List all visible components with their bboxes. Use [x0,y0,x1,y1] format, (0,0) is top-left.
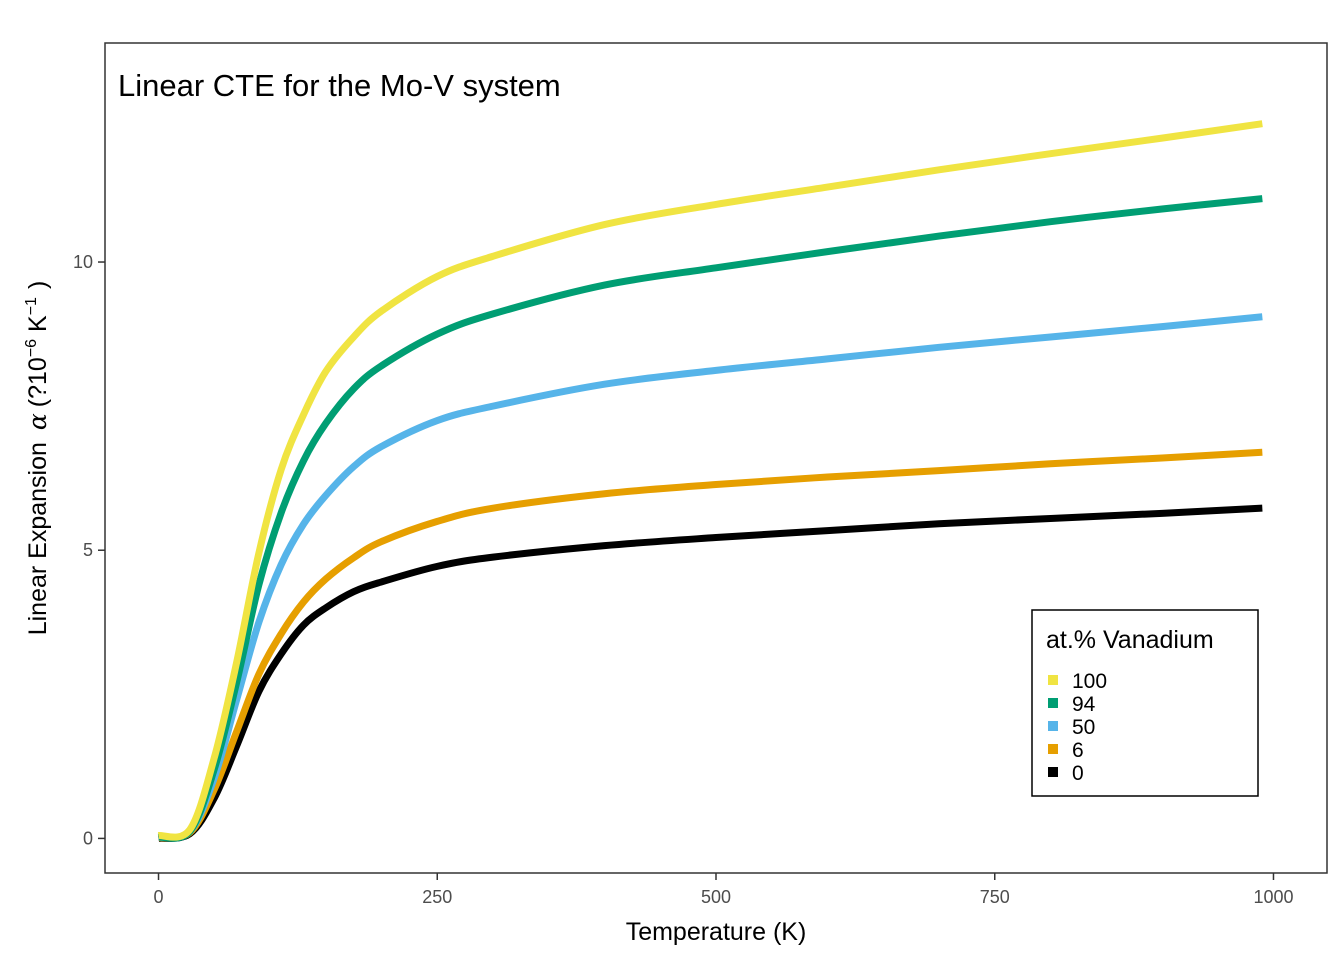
legend-title: at.% Vanadium [1046,626,1214,654]
y-tick-label: 0 [83,828,93,848]
legend-swatch [1048,744,1058,754]
legend-label: 6 [1072,739,1084,762]
x-tick-label: 250 [422,887,452,907]
series-line-50 [157,313,1263,842]
chart-title: Linear CTE for the Mo-V system [118,68,561,103]
y-tick-label: 5 [83,540,93,560]
y-axis-title-unit-exp1: −6 [23,339,40,357]
x-tick-label: 500 [701,887,731,907]
y-axis-title-symbol: α [23,413,52,430]
series-line-6 [157,448,1263,842]
y-axis-title-text: Linear Expansion [24,442,52,635]
y-axis: 0 5 10 [73,252,105,848]
y-tick-label: 10 [73,252,93,272]
series-line-94 [157,195,1263,842]
legend-box [1031,609,1259,797]
y-axis-title-unit-exp2: −1 [23,297,40,315]
x-axis-title: Temperature (K) [626,918,807,946]
y-axis-title-unit-open: (?10 [24,357,52,407]
legend-label: 94 [1072,693,1096,716]
legend-swatch [1048,675,1058,685]
x-axis: 0 250 500 750 1000 [154,873,1294,907]
legend-swatch [1048,721,1058,731]
y-axis-title-unit-close: ) [24,281,52,289]
series-layer [157,120,1263,842]
y-axis-title: Linear Expansion α (?10−6 K−1) [23,281,52,636]
series-line-100 [157,120,1263,841]
x-tick-label: 0 [154,887,164,907]
legend-label: 50 [1072,716,1095,739]
x-tick-label: 1000 [1253,887,1293,907]
legend-swatch [1048,698,1058,708]
y-axis-title-unit-mid: K [24,315,52,339]
x-tick-label: 750 [980,887,1010,907]
legend-label: 0 [1072,762,1084,785]
legend-swatch [1048,767,1058,777]
series-line-0 [158,504,1263,842]
legend-label: 100 [1072,670,1107,693]
